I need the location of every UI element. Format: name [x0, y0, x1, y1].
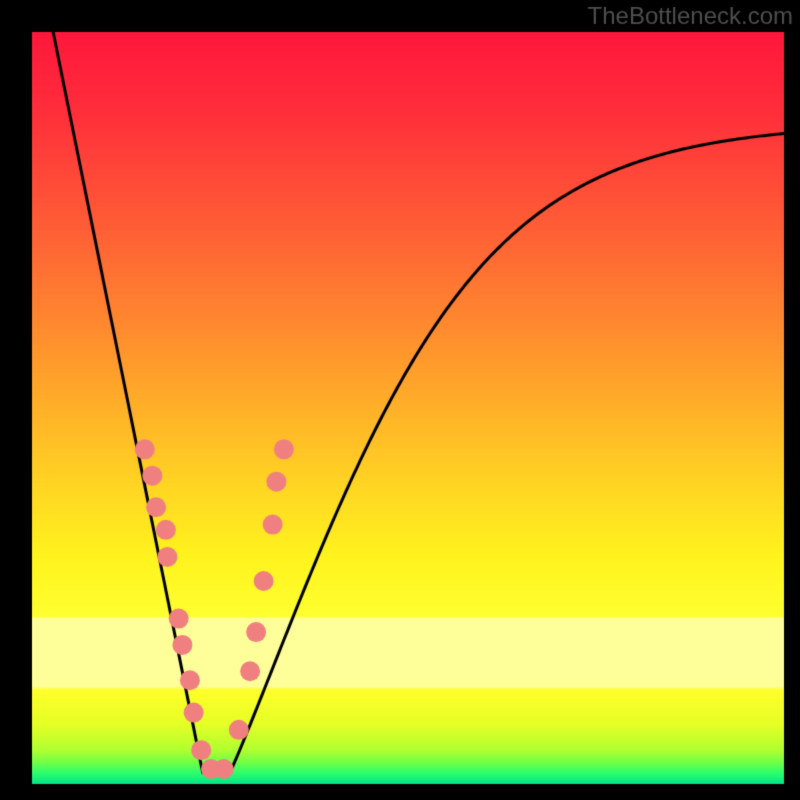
- bottleneck-chart-canvas: [0, 0, 800, 800]
